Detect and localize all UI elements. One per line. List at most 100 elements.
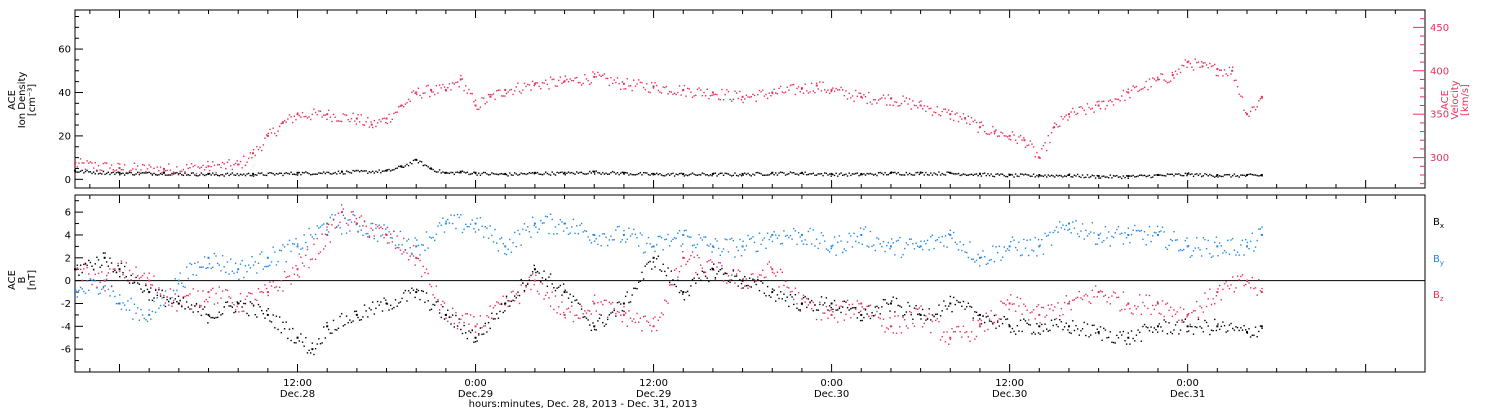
point-bz [812,301,815,304]
point-density [174,172,176,174]
point-bx [324,337,327,339]
point-bz [822,312,824,314]
point-density [793,171,795,174]
point-bz [278,286,281,288]
point-by [215,255,217,257]
point-bz [809,302,811,304]
point-density [1000,173,1002,175]
point-velocity [1116,98,1118,100]
point-density [125,172,127,174]
point-density [256,174,258,176]
point-bx [902,314,904,317]
point-bz [549,305,552,307]
point-by [179,272,181,274]
point-bx [554,289,557,292]
point-velocity [411,91,413,94]
point-velocity [386,122,389,125]
point-density [510,174,513,176]
point-bz [641,330,643,332]
point-bx [1021,330,1023,333]
point-bx [788,305,790,308]
point-bz [708,260,710,262]
point-bx [451,314,454,316]
point-bz [1083,295,1085,297]
point-bz [915,308,917,310]
point-bz [582,313,584,315]
point-by [398,244,400,246]
point-by [553,233,555,235]
point-velocity [647,91,650,93]
point-by [352,213,354,216]
point-bz [1008,302,1011,305]
y-label-b-line: [nT] [27,270,38,290]
point-by [667,233,669,236]
point-density [429,167,431,170]
point-bx [946,308,948,310]
point-by [864,226,867,228]
point-bx [580,308,583,310]
point-velocity [1109,99,1112,101]
point-density [164,174,167,176]
point-velocity [522,89,524,91]
point-bx [143,290,145,292]
point-density [956,173,958,175]
point-density [713,172,715,175]
point-bx [182,297,185,299]
point-density [159,172,162,175]
point-bx [205,313,207,315]
point-velocity [484,103,486,105]
point-by [123,304,126,306]
point-density [527,173,529,175]
point-velocity [553,78,555,80]
point-velocity [148,164,150,166]
point-by [1218,242,1221,244]
point-bx [1196,326,1198,329]
point-density [582,172,584,175]
point-bx [939,315,942,317]
point-by [502,243,504,245]
point-velocity [1013,134,1015,136]
point-bz [739,270,741,273]
point-bz [293,273,296,276]
point-density [156,174,158,176]
point-bx [1204,319,1206,322]
point-density [1163,174,1165,177]
point-bx [806,306,808,309]
point-density [921,171,924,174]
point-by [763,237,766,239]
point-by [919,245,922,248]
point-by [448,222,451,224]
point-bx [293,342,296,344]
point-density [380,171,382,174]
point-by [757,250,759,252]
point-by [1124,232,1126,234]
point-by [574,232,576,235]
point-velocity [76,166,79,168]
point-bx [1194,326,1196,328]
point-density [394,167,397,170]
point-by [1101,241,1103,243]
point-bx [380,301,382,303]
point-bx [115,271,118,274]
point-velocity [512,93,514,96]
point-density [1258,175,1260,177]
point-density [225,173,227,175]
point-by [636,237,638,239]
point-density [389,170,392,172]
point-bz [277,289,279,292]
point-bz [434,297,436,299]
point-bz [905,325,908,327]
point-bz [925,315,927,317]
point-bz [775,275,777,277]
point-velocity [895,101,898,104]
point-density [652,174,655,176]
point-by [577,232,580,235]
point-velocity [451,82,454,84]
point-bx [133,281,136,284]
point-density [1173,175,1175,177]
point-bx [649,260,651,263]
point-density [239,173,242,176]
point-density [1104,176,1107,178]
point-bx [1055,323,1058,326]
point-density [146,172,149,174]
